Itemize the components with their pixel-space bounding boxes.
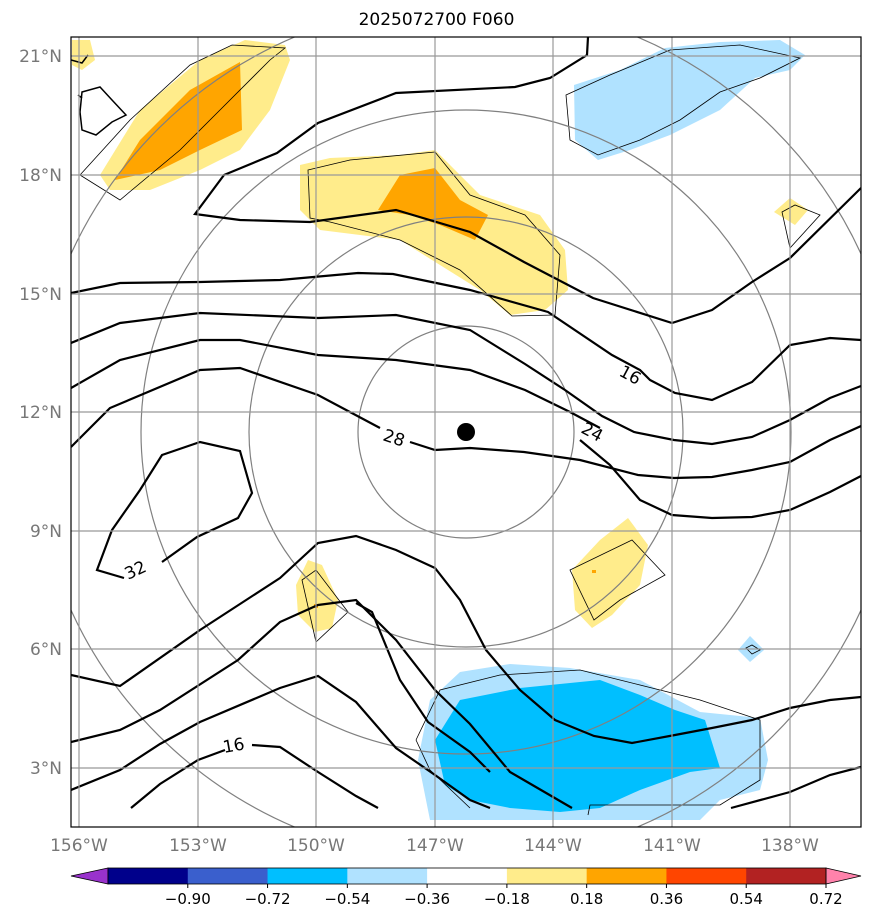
- lon-tick-label: 138°W: [761, 836, 819, 856]
- colorbar: −0.90 −0.72 −0.54 −0.36 −0.18 0.18 0.36 0.54 0.7…: [70, 867, 862, 908]
- colorbar-swatch: [347, 868, 428, 884]
- lat-tick-label: 3°N: [30, 759, 62, 779]
- colorbar-swatch: [586, 868, 667, 884]
- lat-lon-grid: [71, 37, 861, 827]
- colorbar-tick-label: −0.18: [484, 890, 530, 908]
- thick-contours: [71, 37, 861, 810]
- colorbar-swatch: [666, 868, 747, 884]
- storm-center-marker: [457, 423, 475, 441]
- lon-tick-label: 141°W: [643, 836, 701, 856]
- colorbar-swatch: [746, 868, 827, 884]
- longitude-axis: 156°W 153°W 150°W 147°W 144°W 141°W 138°…: [50, 836, 819, 856]
- lon-tick-label: 147°W: [406, 836, 464, 856]
- colorbar-swatch: [187, 868, 269, 884]
- colorbar-tick-label: 0.54: [730, 890, 763, 908]
- colorbar-tick-label: −0.36: [404, 890, 450, 908]
- colorbar-extend-high: [825, 867, 862, 885]
- lat-tick-label: 9°N: [30, 522, 62, 542]
- lat-tick-label: 21°N: [19, 47, 62, 67]
- colorbar-tick-label: −0.54: [324, 890, 370, 908]
- lon-tick-label: 153°W: [169, 836, 227, 856]
- colorbar-extend-low: [70, 867, 109, 885]
- map-plot-area: 16 24 28 32 16: [71, 37, 861, 827]
- colorbar-tick-label: 0.36: [650, 890, 683, 908]
- colorbar-swatch: [267, 868, 348, 884]
- lat-tick-label: 15°N: [19, 285, 62, 305]
- colorbar-swatch: [108, 868, 189, 884]
- positive-anomaly-shading: [72, 40, 808, 632]
- colorbar-swatch: [506, 868, 588, 884]
- lat-tick-label: 18°N: [19, 166, 62, 186]
- lon-tick-label: 144°W: [524, 836, 582, 856]
- lat-tick-label: 6°N: [30, 640, 62, 660]
- colorbar-frame: [107, 867, 827, 885]
- latitude-axis: 21°N 18°N 15°N 12°N 9°N 6°N 3°N: [19, 47, 62, 779]
- map-title: 2025072700 F060: [358, 10, 515, 30]
- contour-label: 16: [616, 362, 644, 390]
- lon-tick-label: 150°W: [287, 836, 345, 856]
- colorbar-tick-label: 0.18: [570, 890, 603, 908]
- range-rings: [71, 37, 861, 827]
- negative-anomaly-shading: [418, 40, 805, 820]
- colorbar-swatch: [427, 868, 508, 884]
- lon-tick-label: 156°W: [50, 836, 108, 856]
- plot-frame: [70, 36, 862, 828]
- contour-label: 32: [122, 557, 150, 584]
- contour-label: 16: [221, 734, 246, 757]
- contour-label: 28: [380, 426, 407, 452]
- colorbar-tick-label: −0.72: [245, 890, 291, 908]
- lat-tick-label: 12°N: [19, 403, 62, 423]
- colorbar-tick-label: 0.72: [809, 890, 842, 908]
- colorbar-tick-label: −0.90: [165, 890, 211, 908]
